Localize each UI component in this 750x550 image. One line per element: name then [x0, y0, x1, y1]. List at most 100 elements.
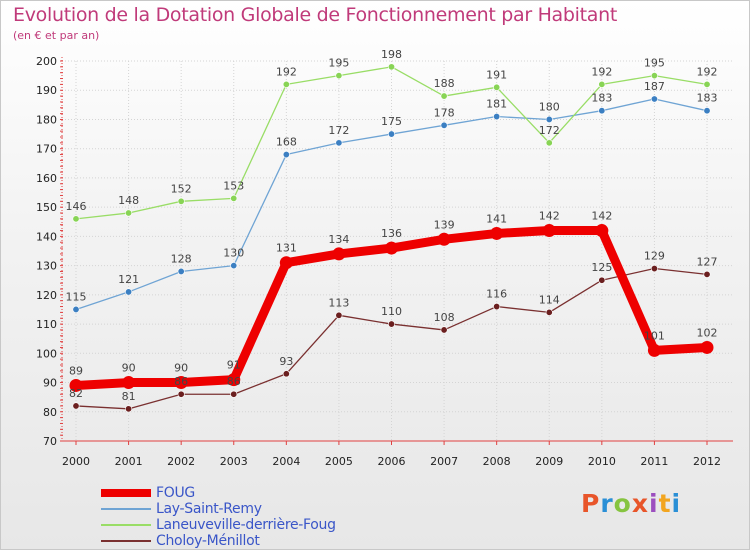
data-point [230, 262, 238, 270]
y-tick-label: 100 [36, 347, 57, 360]
y-tick-label: 110 [36, 318, 57, 331]
data-point [177, 197, 185, 205]
data-point [440, 121, 448, 129]
data-label: 89 [69, 364, 83, 377]
x-tick-label: 2006 [378, 455, 406, 468]
y-tick-label: 120 [36, 289, 57, 302]
data-point [177, 390, 185, 398]
data-point [125, 209, 133, 217]
data-label: 91 [227, 359, 241, 372]
data-point [440, 326, 448, 334]
data-labels: 89 90 90 91 131 134 136 139 141 142 142 101 102 115 12… [66, 48, 718, 403]
logo-letter: t [658, 489, 672, 518]
legend-label: FOUG [156, 485, 195, 501]
y-tick-label: 190 [36, 84, 57, 97]
data-point [332, 247, 346, 261]
data-point [703, 107, 711, 115]
data-point [542, 224, 556, 238]
data-label: 86 [227, 375, 241, 388]
data-label: 180 [539, 100, 560, 113]
data-label: 131 [276, 242, 297, 255]
legend-swatch [101, 489, 151, 497]
data-label: 172 [539, 124, 560, 137]
data-point [72, 215, 80, 223]
data-label: 139 [434, 218, 455, 231]
data-label: 102 [697, 326, 718, 339]
data-point [282, 151, 290, 159]
data-point [230, 194, 238, 202]
data-label: 110 [381, 305, 402, 318]
data-point [174, 376, 188, 390]
data-label: 152 [171, 182, 192, 195]
data-point [335, 311, 343, 319]
proxiti-logo: Proxiti [581, 489, 681, 518]
data-point [440, 92, 448, 100]
x-tick-label: 2008 [483, 455, 511, 468]
legend-swatch [101, 540, 151, 542]
data-point [595, 224, 609, 238]
y-tick-label: 70 [43, 435, 57, 448]
data-label: 108 [434, 311, 455, 324]
data-label: 125 [591, 261, 612, 274]
data-point [72, 305, 80, 313]
data-label: 187 [644, 80, 665, 93]
logo-letter: r [600, 489, 614, 518]
data-label: 101 [644, 329, 665, 342]
data-label: 134 [328, 233, 349, 246]
data-label: 175 [381, 115, 402, 128]
data-point [493, 83, 501, 91]
legend-item-laneuveville-derri-re-foug: Laneuveville-derrière-Foug [101, 517, 421, 533]
data-point [385, 241, 398, 255]
data-label: 148 [118, 194, 139, 207]
data-label: 81 [122, 390, 136, 403]
axes: 7080901001101201301401501601701801902002… [36, 55, 733, 468]
data-label: 115 [66, 290, 87, 303]
data-point [598, 276, 606, 284]
data-point [230, 390, 238, 398]
data-label: 181 [486, 98, 507, 111]
data-point [650, 265, 658, 273]
data-label: 86 [174, 375, 188, 388]
data-point [282, 80, 290, 88]
y-tick-label: 130 [36, 260, 57, 273]
data-label: 130 [223, 247, 244, 260]
legend-label: Laneuveville-derrière-Foug [156, 517, 336, 533]
x-tick-label: 2003 [220, 455, 248, 468]
x-tick-label: 2011 [640, 455, 668, 468]
data-point [490, 226, 504, 240]
data-point [72, 402, 80, 410]
data-point [387, 63, 395, 71]
y-tick-label: 180 [36, 113, 57, 126]
data-label: 116 [486, 288, 507, 301]
data-point [387, 320, 395, 328]
y-tick-label: 200 [36, 55, 57, 68]
data-label: 183 [591, 92, 612, 105]
data-point [647, 343, 661, 357]
legend-swatch [101, 508, 151, 510]
data-label: 192 [591, 65, 612, 78]
legend-item-choloy-m-nillot: Choloy-Ménillot [101, 533, 421, 549]
x-tick-label: 2012 [693, 455, 721, 468]
data-point [700, 340, 714, 354]
data-label: 188 [434, 77, 455, 90]
x-tick-label: 2007 [430, 455, 458, 468]
series-lines [69, 63, 714, 413]
data-point [493, 303, 501, 311]
data-label: 191 [486, 68, 507, 81]
legend-item-foug: FOUG [101, 485, 421, 501]
data-label: 114 [539, 293, 560, 306]
chart-subtitle: (en € et par an) [13, 29, 100, 42]
y-tick-label: 160 [36, 172, 57, 185]
y-tick-label: 90 [43, 377, 57, 390]
data-label: 142 [591, 210, 612, 223]
data-point [282, 370, 290, 378]
logo-letter: o [613, 489, 632, 518]
data-label: 90 [122, 362, 136, 375]
data-label: 113 [328, 296, 349, 309]
logo-letter: x [631, 489, 649, 518]
data-point [703, 270, 711, 278]
data-point [650, 72, 658, 80]
legend-swatch [101, 524, 151, 526]
data-point [493, 113, 501, 121]
